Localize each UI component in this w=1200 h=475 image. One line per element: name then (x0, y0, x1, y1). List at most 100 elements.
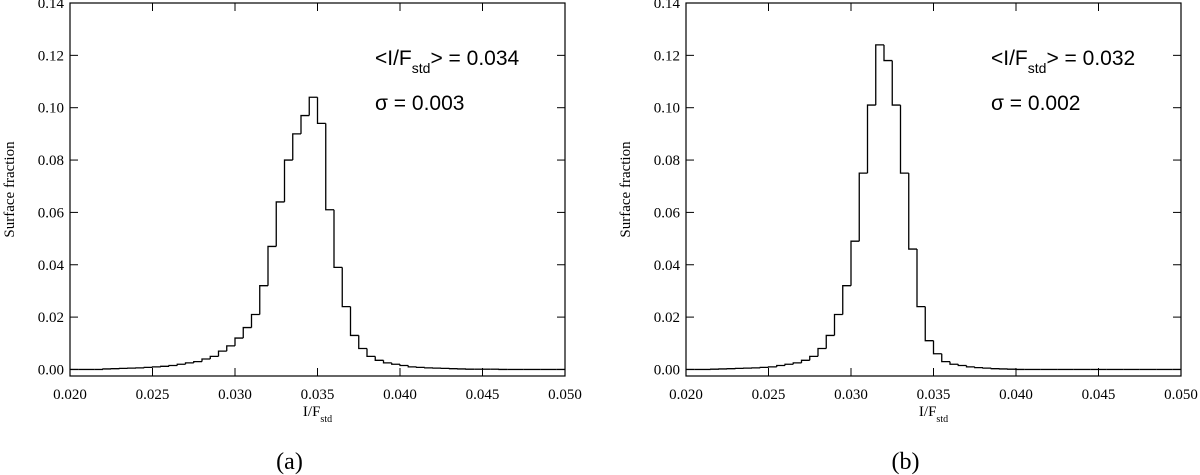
x-tick-label: 0.050 (548, 387, 582, 403)
histogram-bin (333, 209, 343, 269)
histogram-bin (908, 173, 917, 250)
histogram-bin (399, 364, 409, 367)
x-tick-label: 0.050 (1164, 387, 1198, 403)
histogram-bin (759, 366, 769, 369)
histogram-bin (957, 364, 967, 367)
histogram-bin (391, 362, 400, 365)
histogram-bin (193, 360, 202, 363)
histogram-bin (982, 367, 992, 369)
mean-annotation: <I/Fstd> = 0.032 (991, 47, 1135, 76)
histogram-bin (259, 285, 268, 315)
histogram-bin (974, 366, 983, 369)
histogram-bin (809, 355, 818, 361)
y-axis-label: Surface fraction (2, 141, 18, 238)
histogram-bin (242, 326, 252, 339)
histogram-bin (965, 365, 975, 368)
y-tick-label: 0.06 (38, 205, 65, 221)
histogram-bin (932, 340, 942, 355)
y-tick-label: 0.14 (38, 0, 65, 12)
y-tick-label: 0.06 (654, 205, 681, 221)
histogram-bin (949, 361, 959, 365)
histogram-bin (776, 364, 785, 367)
histogram-bin (424, 367, 433, 369)
y-tick-label: 0.12 (654, 48, 680, 64)
x-tick-label: 0.025 (752, 387, 786, 403)
text-run: <I/F (991, 47, 1028, 70)
histogram-bin (234, 337, 244, 346)
histogram-bin (341, 267, 351, 308)
x-axis-label: I/Fstd (919, 404, 948, 425)
y-tick-label: 0.00 (38, 362, 64, 378)
histogram-bin (850, 240, 860, 286)
histogram-bin (407, 365, 417, 368)
text-run: > = 0.032 (1046, 47, 1135, 70)
histogram-bin (151, 366, 161, 368)
y-tick-label: 0.08 (38, 153, 64, 169)
histogram-bin (316, 97, 326, 125)
x-tick-label: 0.025 (136, 387, 170, 403)
histogram-bin (891, 60, 901, 106)
histogram-bin (366, 348, 376, 358)
sigma-annotation: σ = 0.003 (375, 92, 464, 115)
x-tick-label: 0.045 (1082, 387, 1116, 403)
y-tick-label: 0.10 (654, 101, 680, 117)
x-tick-label: 0.040 (999, 387, 1033, 403)
mean-annotation: <I/Fstd> = 0.034 (375, 47, 520, 76)
histogram-bin (833, 313, 843, 336)
histogram-bin (924, 306, 934, 342)
panel: 0.020 0.025 0.030 0.035 0.040 0.045 0.050 0.00 0… (2, 0, 582, 475)
histogram-bin (250, 313, 260, 328)
histogram-bin (308, 96, 318, 116)
x-tick-label: 0.035 (301, 387, 335, 403)
histogram-bin (143, 366, 153, 369)
histogram-bin (875, 44, 884, 106)
histogram-bin (184, 362, 194, 365)
histogram-bin (300, 114, 310, 134)
histogram-bin (176, 363, 186, 366)
histogram-bin (883, 44, 893, 62)
histogram-bin (817, 347, 827, 357)
subscript: std (320, 414, 332, 425)
histogram-bin (842, 285, 851, 315)
panel: 0.020 0.025 0.030 0.035 0.040 0.045 0.050 0.00 0… (618, 0, 1198, 475)
histogram-bin (201, 358, 211, 362)
histogram-bin (899, 105, 909, 174)
histogram-bin (349, 306, 359, 337)
y-tick-label: 0.12 (38, 48, 64, 64)
histogram-bin (226, 345, 235, 352)
text-run: I/F (303, 404, 321, 420)
y-tick-label: 0.02 (38, 310, 64, 326)
histogram-bin (102, 368, 112, 370)
histogram-bin (792, 362, 802, 365)
histogram-bin (858, 172, 868, 242)
y-tick-label: 0.04 (654, 258, 681, 274)
x-tick-label: 0.020 (53, 387, 87, 403)
histogram-bin (767, 366, 777, 368)
histogram-bin (784, 363, 794, 366)
x-axis-label: I/Fstd (303, 404, 332, 425)
histogram-bin (825, 334, 835, 349)
y-tick-label: 0.10 (38, 101, 64, 117)
histogram-bin (941, 353, 950, 363)
y-tick-label: 0.02 (654, 310, 680, 326)
histogram-bin (267, 245, 277, 286)
text-run: > = 0.034 (430, 47, 519, 70)
x-tick-label: 0.020 (669, 387, 703, 403)
subscript: std (1028, 60, 1047, 76)
text-run: <I/F (375, 47, 412, 70)
histogram-bin (374, 356, 384, 361)
histogram-bin (160, 365, 169, 367)
histogram-bin (866, 104, 876, 174)
histogram-bin (168, 364, 178, 367)
histogram-bin (800, 359, 810, 363)
histogram-bin (990, 368, 1000, 370)
y-tick-label: 0.14 (654, 0, 681, 12)
x-tick-label: 0.045 (466, 387, 500, 403)
histogram-bin (382, 360, 392, 364)
y-tick-label: 0.00 (654, 362, 680, 378)
panel-caption: (b) (892, 449, 920, 475)
histogram-bin (217, 350, 227, 357)
subscript: std (936, 414, 948, 425)
y-tick-label: 0.08 (654, 153, 680, 169)
